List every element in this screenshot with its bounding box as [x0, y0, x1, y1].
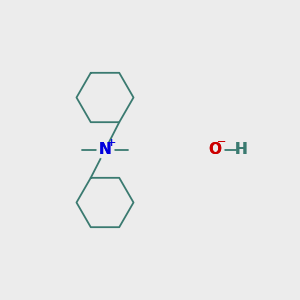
Text: H: H — [234, 142, 247, 158]
Text: −: − — [216, 137, 226, 148]
Text: N: N — [99, 142, 111, 158]
Text: +: + — [107, 138, 116, 148]
Text: O: O — [208, 142, 221, 158]
Text: +: + — [107, 138, 116, 148]
Text: H: H — [234, 142, 247, 158]
Text: O: O — [208, 142, 221, 158]
Text: −: − — [216, 137, 226, 148]
Text: N: N — [99, 142, 111, 158]
